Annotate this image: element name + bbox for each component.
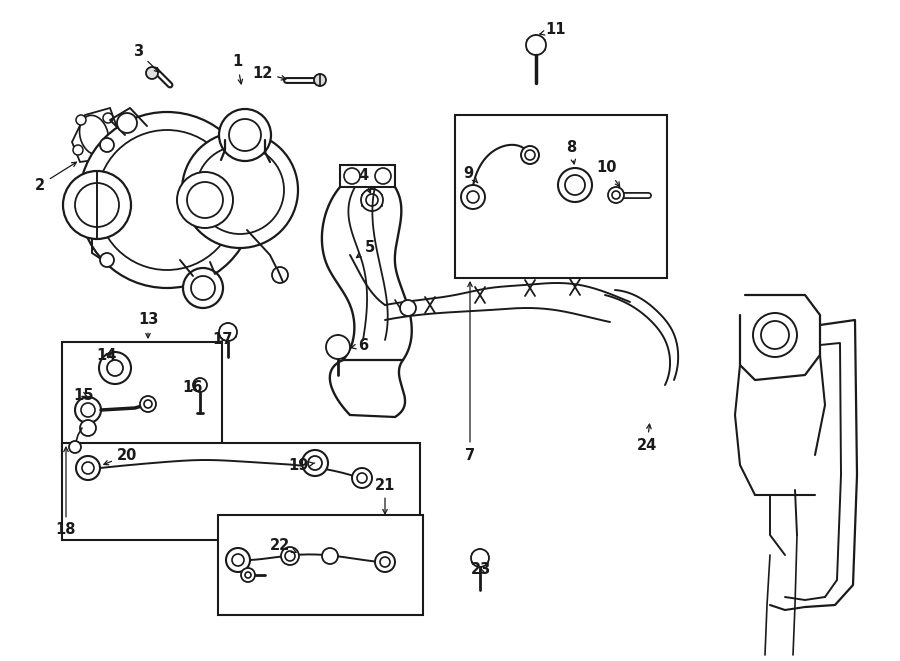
Text: 24: 24 — [637, 424, 657, 453]
Circle shape — [219, 109, 271, 161]
Circle shape — [75, 397, 101, 423]
Circle shape — [76, 115, 86, 125]
Circle shape — [219, 323, 237, 341]
Circle shape — [361, 189, 383, 211]
Text: 1: 1 — [232, 54, 243, 84]
Circle shape — [140, 396, 156, 412]
Circle shape — [375, 168, 391, 184]
Circle shape — [79, 112, 255, 288]
Circle shape — [302, 450, 328, 476]
Text: 15: 15 — [74, 387, 94, 403]
Circle shape — [73, 145, 83, 155]
Text: 20: 20 — [104, 447, 137, 465]
Text: 12: 12 — [252, 65, 286, 81]
Circle shape — [461, 185, 485, 209]
Circle shape — [100, 253, 114, 267]
Circle shape — [183, 268, 223, 308]
Circle shape — [526, 35, 546, 55]
Text: 4: 4 — [358, 167, 371, 193]
Text: 2: 2 — [35, 162, 76, 192]
Circle shape — [193, 378, 207, 392]
Circle shape — [608, 187, 624, 203]
Circle shape — [241, 568, 255, 582]
Circle shape — [352, 468, 372, 488]
Text: 11: 11 — [540, 22, 566, 38]
Text: 8: 8 — [566, 141, 576, 164]
Circle shape — [326, 335, 350, 359]
Text: 13: 13 — [138, 313, 158, 338]
Text: 17: 17 — [212, 332, 232, 348]
Circle shape — [177, 172, 233, 228]
Text: 10: 10 — [597, 161, 619, 186]
Bar — [62, 342, 222, 457]
Circle shape — [281, 547, 299, 565]
Bar — [62, 443, 420, 540]
Text: 14: 14 — [97, 348, 117, 364]
Circle shape — [226, 548, 250, 572]
Ellipse shape — [79, 116, 109, 155]
Circle shape — [69, 441, 81, 453]
Circle shape — [314, 74, 326, 86]
Circle shape — [182, 132, 298, 248]
Bar — [455, 115, 667, 278]
Circle shape — [272, 267, 288, 283]
Text: 18: 18 — [56, 447, 76, 537]
Circle shape — [521, 146, 539, 164]
Circle shape — [63, 171, 131, 239]
Circle shape — [375, 552, 395, 572]
Circle shape — [117, 113, 137, 133]
Circle shape — [400, 300, 416, 316]
Circle shape — [76, 456, 100, 480]
Circle shape — [103, 113, 113, 123]
Circle shape — [146, 67, 158, 79]
Text: 3: 3 — [133, 44, 159, 72]
Circle shape — [102, 145, 112, 155]
Text: 21: 21 — [374, 477, 395, 514]
Polygon shape — [72, 108, 118, 162]
Circle shape — [558, 168, 592, 202]
Circle shape — [344, 168, 360, 184]
Text: 5: 5 — [356, 241, 375, 258]
Text: 7: 7 — [465, 282, 475, 463]
Text: 22: 22 — [270, 537, 296, 553]
Circle shape — [753, 313, 797, 357]
Text: 16: 16 — [183, 381, 203, 395]
Bar — [340, 165, 395, 187]
Text: 19: 19 — [289, 459, 315, 473]
Text: 23: 23 — [471, 563, 491, 578]
Circle shape — [471, 549, 489, 567]
Circle shape — [100, 138, 114, 152]
Circle shape — [99, 352, 131, 384]
Text: 6: 6 — [351, 338, 368, 352]
Circle shape — [322, 548, 338, 564]
Text: 9: 9 — [463, 165, 478, 183]
Circle shape — [80, 420, 96, 436]
Bar — [218, 515, 423, 615]
